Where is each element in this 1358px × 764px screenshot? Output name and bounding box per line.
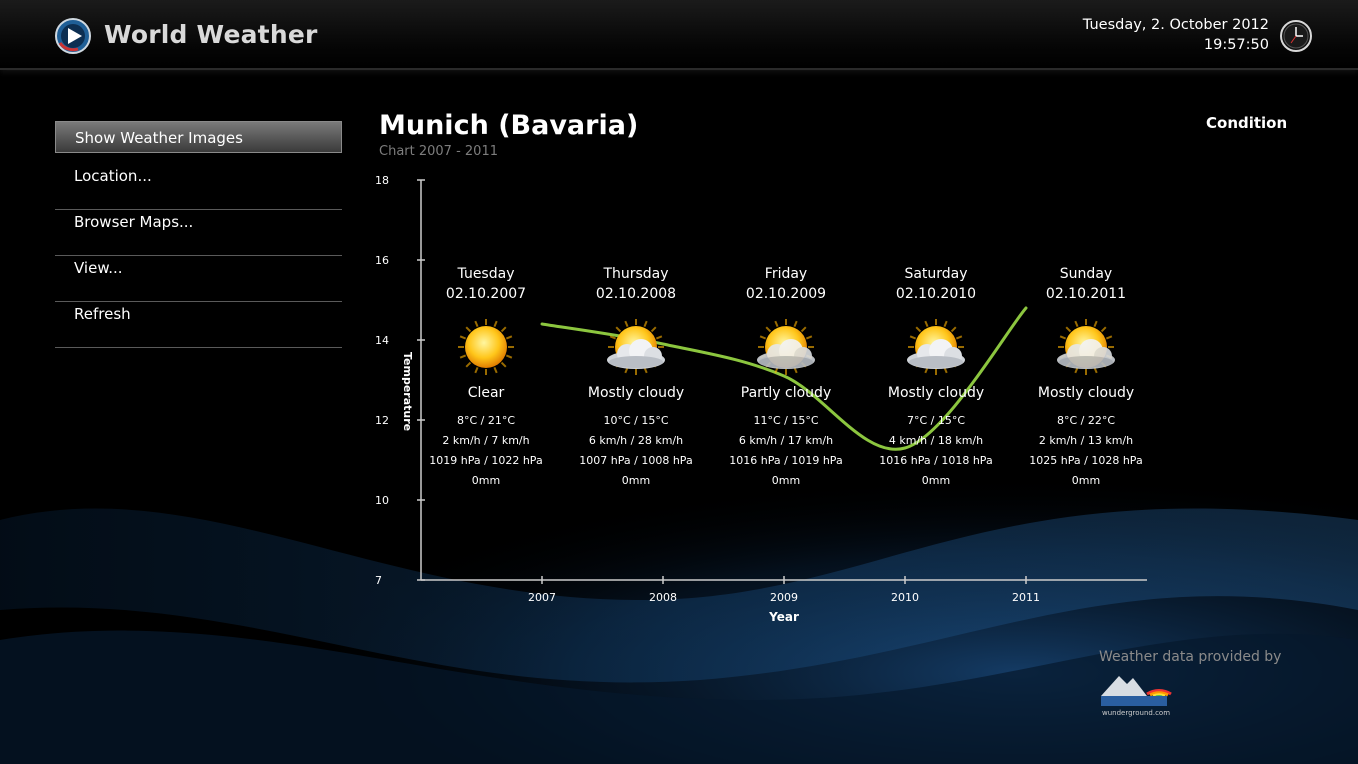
y-tick-label: 18	[375, 174, 389, 187]
mostly-cloudy-icon	[607, 319, 665, 375]
day-pressure: 1007 hPa / 1008 hPa	[579, 454, 693, 467]
y-tick-label: 16	[375, 254, 389, 267]
provider-text: Weather data provided by	[1099, 649, 1282, 665]
day-condition: Mostly cloudy	[887, 385, 985, 401]
y-tick-label: 7	[375, 574, 382, 587]
day-rain: 0mm	[771, 474, 801, 487]
y-axis-title: Temperature	[401, 352, 414, 431]
svg-text:wunderground.com: wunderground.com	[1102, 709, 1170, 717]
day-condition: Mostly cloudy	[1037, 385, 1135, 401]
day-date: 02.10.2010	[895, 286, 977, 302]
menu-refresh[interactable]: Refresh	[55, 303, 342, 348]
day-rain: 0mm	[471, 474, 501, 487]
day-condition: Mostly cloudy	[587, 385, 685, 401]
day-name: Friday	[764, 266, 808, 282]
day-wind: 2 km/h / 13 km/h	[1038, 434, 1134, 447]
day-temperature: 11°C / 15°C	[753, 414, 819, 427]
day-column: Saturday 02.10.2010 Mostly cloudy 7°C / 15°…	[861, 266, 1011, 491]
day-wind: 6 km/h / 17 km/h	[738, 434, 834, 447]
day-pressure: 1025 hPa / 1028 hPa	[1029, 454, 1143, 467]
menu-location[interactable]: Location...	[55, 165, 342, 210]
day-date: 02.10.2007	[445, 286, 527, 302]
mostly-cloudy-icon	[907, 319, 965, 375]
condition-heading: Condition	[1206, 114, 1288, 132]
day-wind: 4 km/h / 18 km/h	[888, 434, 984, 447]
y-tick-label: 10	[375, 494, 389, 507]
day-condition: Partly cloudy	[740, 385, 832, 401]
top-bar: World Weather Tuesday, 2. October 2012 1…	[0, 0, 1358, 70]
menu-show-weather-images[interactable]: Show Weather Images	[55, 121, 342, 153]
day-name: Thursday	[603, 266, 669, 282]
day-rain: 0mm	[921, 474, 951, 487]
menu-browser-maps[interactable]: Browser Maps...	[55, 211, 342, 256]
side-menu: Show Weather Images Location... Browser …	[55, 121, 342, 349]
y-tick-label: 14	[375, 334, 389, 347]
x-tick-label: 2010	[891, 591, 919, 604]
x-axis-title: Year	[768, 610, 799, 624]
sun-icon	[458, 319, 514, 375]
clock-icon	[1280, 20, 1312, 52]
chart-subtitle: Chart 2007 - 2011	[379, 144, 498, 159]
day-pressure: 1016 hPa / 1018 hPa	[879, 454, 993, 467]
day-wind: 6 km/h / 28 km/h	[588, 434, 684, 447]
day-pressure: 1019 hPa / 1022 hPa	[429, 454, 543, 467]
day-column: Sunday 02.10.2011 Mostly cloudy 8°C / 22°C 2…	[1011, 266, 1161, 491]
day-pressure: 1016 hPa / 1019 hPa	[729, 454, 843, 467]
day-name: Saturday	[904, 266, 968, 282]
day-date: 02.10.2008	[595, 286, 677, 302]
app-logo-icon	[55, 18, 91, 54]
day-name: Sunday	[1059, 266, 1113, 282]
day-temperature: 8°C / 22°C	[1056, 414, 1116, 427]
day-date: 02.10.2011	[1045, 286, 1127, 302]
current-time: 19:57:50	[1203, 37, 1269, 53]
day-temperature: 7°C / 15°C	[906, 414, 966, 427]
day-temperature: 8°C / 21°C	[456, 414, 516, 427]
day-wind: 2 km/h / 7 km/h	[442, 434, 530, 447]
day-column: Tuesday 02.10.2007 Clear 8°C / 21°C 2 km/h /…	[411, 266, 561, 491]
partly-cloudy-icon	[1057, 319, 1115, 375]
menu-view[interactable]: View...	[55, 257, 342, 302]
day-condition: Clear	[467, 385, 505, 401]
x-tick-label: 2009	[770, 591, 798, 604]
day-date: 02.10.2009	[745, 286, 827, 302]
day-rain: 0mm	[621, 474, 651, 487]
x-tick-label: 2007	[528, 591, 556, 604]
y-tick-label: 12	[375, 414, 389, 427]
day-rain: 0mm	[1071, 474, 1101, 487]
wunderground-logo: wunderground.com	[1101, 676, 1172, 717]
day-column: Friday 02.10.2009 Partly cloudy 11°C / 15°C…	[711, 266, 861, 491]
day-column: Thursday 02.10.2008 Mostly cloudy 10°C / 15…	[561, 266, 711, 491]
current-date: Tuesday, 2. October 2012	[1082, 17, 1269, 33]
partly-cloudy-icon	[757, 319, 815, 375]
day-name: Tuesday	[457, 266, 515, 282]
x-tick-label: 2011	[1012, 591, 1040, 604]
x-tick-label: 2008	[649, 591, 677, 604]
day-temperature: 10°C / 15°C	[603, 414, 669, 427]
location-title: Munich (Bavaria)	[379, 110, 639, 141]
app-title: World Weather	[104, 20, 318, 49]
